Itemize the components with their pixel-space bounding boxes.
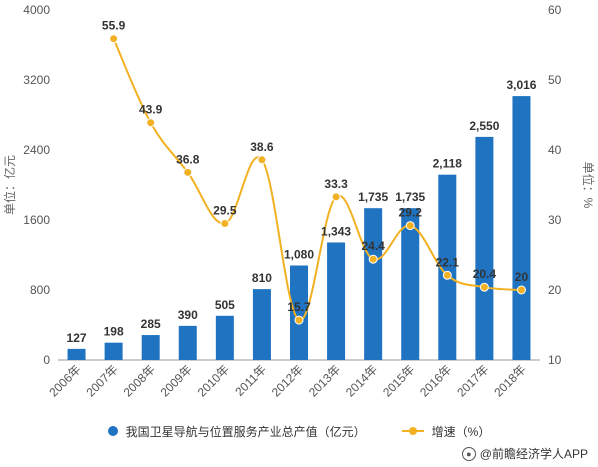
bar bbox=[252, 289, 271, 360]
x-tick-label: 2014年 bbox=[343, 362, 380, 399]
bar bbox=[401, 208, 420, 360]
y-right-tick-label: 40 bbox=[548, 143, 562, 157]
source-icon: ● bbox=[461, 446, 476, 461]
bar-value-label: 198 bbox=[104, 325, 124, 339]
bar bbox=[327, 242, 346, 360]
y-right-tick-label: 10 bbox=[548, 353, 562, 367]
bar-value-label: 2,550 bbox=[469, 119, 499, 133]
bar-value-label: 1,735 bbox=[358, 190, 388, 204]
bar-value-label: 127 bbox=[67, 331, 87, 345]
growth-value-label: 20 bbox=[515, 270, 529, 284]
x-tick-label: 2011年 bbox=[232, 362, 269, 399]
growth-line bbox=[112, 38, 522, 322]
growth-value-label: 24.4 bbox=[361, 239, 385, 253]
bar-value-label: 2,118 bbox=[433, 157, 463, 171]
y-right-tick-label: 50 bbox=[548, 73, 562, 87]
growth-value-label: 55.9 bbox=[102, 19, 126, 33]
growth-point bbox=[331, 192, 341, 202]
growth-value-label: 15.7 bbox=[287, 300, 311, 314]
growth-point bbox=[479, 282, 489, 292]
growth-value-label: 29.5 bbox=[213, 204, 237, 218]
growth-point bbox=[109, 34, 119, 44]
bar-value-label: 1,735 bbox=[395, 190, 425, 204]
y-left-tick-label: 4000 bbox=[23, 3, 50, 17]
y-left-tick-label: 2400 bbox=[23, 143, 50, 157]
bar bbox=[67, 348, 86, 360]
y-right-tick-label: 20 bbox=[548, 283, 562, 297]
x-tick-label: 2006年 bbox=[46, 362, 83, 399]
x-tick-label: 2010年 bbox=[195, 362, 232, 399]
growth-value-label: 22.1 bbox=[436, 255, 460, 269]
bar bbox=[141, 335, 160, 360]
bar bbox=[178, 325, 197, 360]
y-left-tick-label: 0 bbox=[43, 353, 50, 367]
bar bbox=[475, 136, 494, 360]
bar bbox=[104, 342, 123, 360]
bar-value-label: 810 bbox=[252, 271, 272, 285]
growth-point bbox=[405, 221, 415, 231]
growth-point bbox=[146, 118, 156, 128]
y-left-tick-label: 800 bbox=[30, 283, 50, 297]
legend-bar-swatch bbox=[107, 426, 118, 436]
growth-value-label: 36.8 bbox=[176, 152, 200, 166]
growth-point bbox=[294, 315, 304, 325]
growth-value-label: 29.2 bbox=[399, 206, 423, 220]
x-tick-label: 2013年 bbox=[306, 362, 343, 399]
bar-value-label: 3,016 bbox=[506, 78, 536, 92]
x-tick-label: 2008年 bbox=[121, 362, 158, 399]
growth-value-label: 38.6 bbox=[250, 140, 274, 154]
bar-value-label: 390 bbox=[178, 308, 198, 322]
x-tick-label: 2015年 bbox=[380, 362, 417, 399]
legend: 我国卫星导航与位置服务产业总产值（亿元） 增速（%） bbox=[0, 420, 598, 442]
growth-point bbox=[442, 270, 452, 280]
source-text: @前瞻经济学人APP bbox=[479, 447, 588, 461]
growth-point bbox=[183, 167, 193, 177]
legend-line-swatch bbox=[401, 426, 424, 436]
x-tick-label: 2017年 bbox=[454, 362, 491, 399]
y-left-tick-label: 1600 bbox=[23, 213, 50, 227]
bar-value-label: 1,343 bbox=[321, 224, 351, 238]
x-tick-label: 2018年 bbox=[491, 362, 528, 399]
bar bbox=[290, 265, 308, 360]
y-right-tick-label: 30 bbox=[548, 213, 562, 227]
growth-value-label: 43.9 bbox=[139, 103, 163, 117]
y-right-axis-title: 单位：% bbox=[581, 162, 596, 209]
bar-value-label: 505 bbox=[215, 298, 235, 312]
x-tick-label: 2012年 bbox=[269, 362, 306, 399]
growth-point bbox=[516, 285, 526, 295]
growth-point bbox=[368, 254, 378, 264]
bar bbox=[215, 315, 234, 360]
bar bbox=[512, 96, 531, 360]
x-tick-label: 2016年 bbox=[417, 362, 454, 399]
legend-label-growth: 增速（%） bbox=[431, 424, 491, 439]
y-left-tick-label: 3200 bbox=[23, 73, 50, 87]
growth-point bbox=[257, 155, 267, 165]
bar-value-label: 1,080 bbox=[284, 248, 314, 262]
source-note: ● @前瞻经济学人APP bbox=[461, 445, 588, 462]
y-right-tick-label: 60 bbox=[548, 3, 562, 17]
bar bbox=[438, 174, 457, 360]
x-tick-label: 2007年 bbox=[83, 362, 120, 399]
growth-point bbox=[220, 219, 230, 228]
x-tick-label: 2009年 bbox=[158, 362, 195, 399]
y-left-axis-title: 单位：亿元 bbox=[2, 155, 17, 215]
legend-item-growth: 增速（%） bbox=[401, 423, 491, 440]
bar bbox=[364, 208, 383, 360]
growth-value-label: 20.4 bbox=[473, 267, 497, 281]
legend-item-output: 我国卫星导航与位置服务产业总产值（亿元） bbox=[107, 423, 366, 440]
growth-value-label: 33.3 bbox=[324, 177, 348, 191]
legend-label-output: 我国卫星导航与位置服务产业总产值（亿元） bbox=[125, 424, 366, 439]
bar-value-label: 285 bbox=[141, 317, 161, 331]
